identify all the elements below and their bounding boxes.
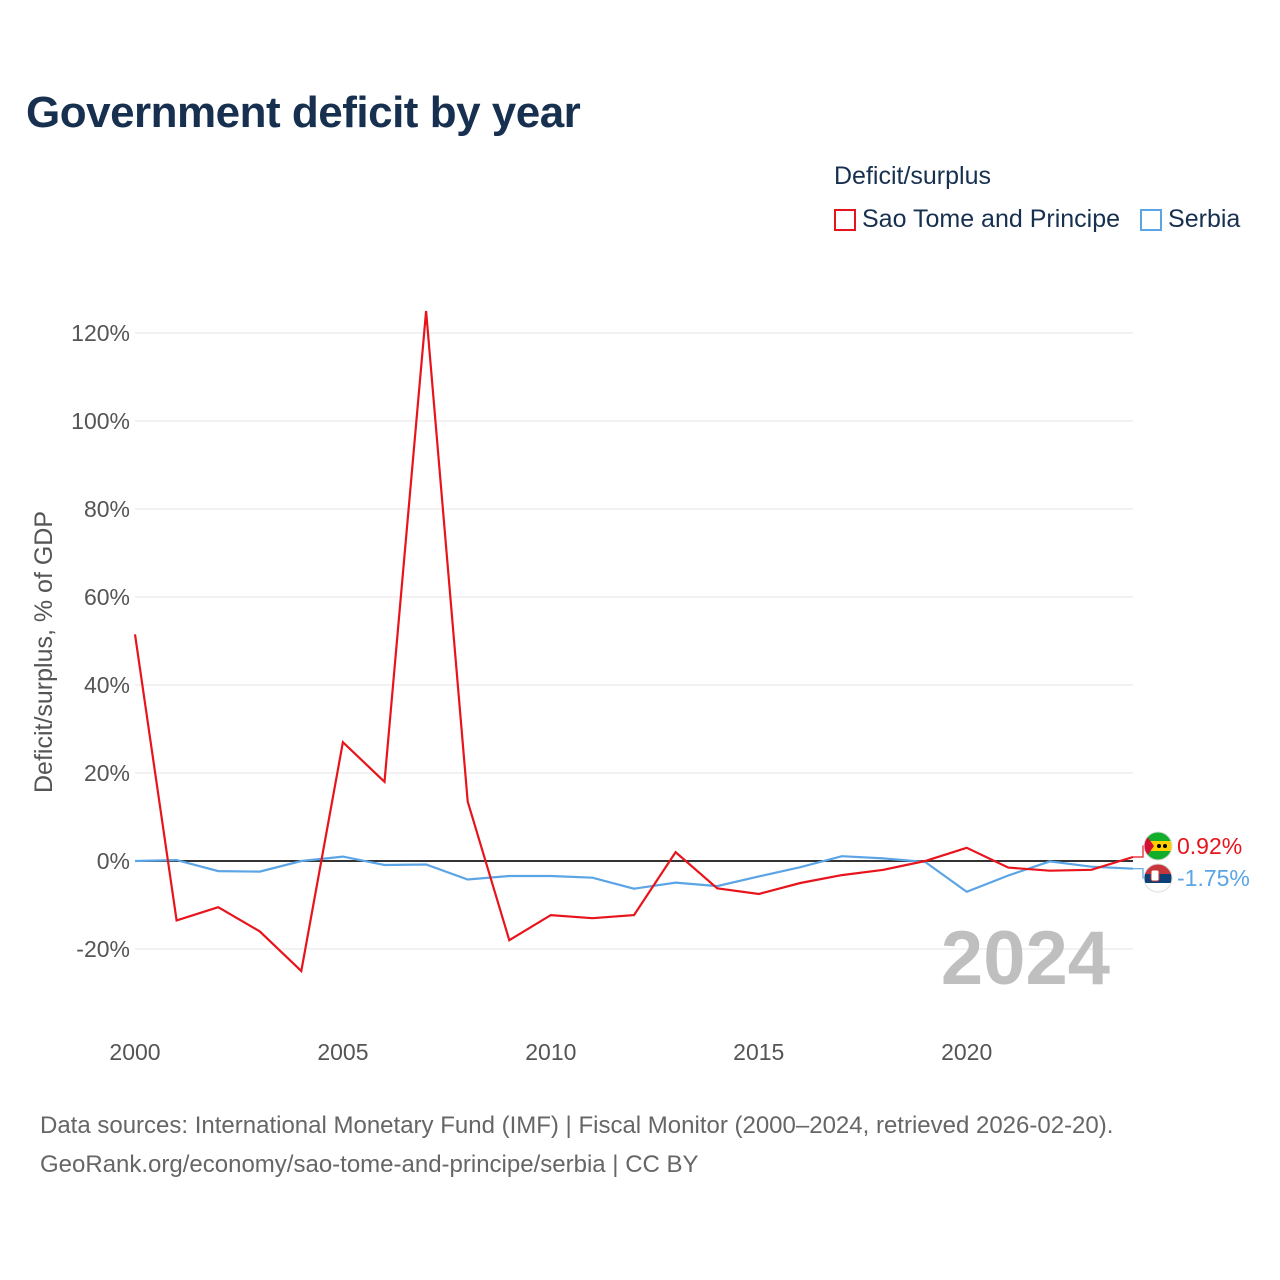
legend-swatch-sao-tome-and-principe	[834, 208, 856, 231]
y-tick-label: -20%	[76, 936, 130, 962]
legend-item-sao-tome-and-principe[interactable]: Sao Tome and Principe	[834, 205, 1120, 234]
current-year-label: 2024	[941, 916, 1110, 1001]
source-line-2[interactable]: GeoRank.org/economy/sao-tome-and-princip…	[40, 1151, 699, 1178]
y-tick-label: 100%	[71, 408, 130, 434]
legend-swatch-serbia	[1140, 208, 1163, 231]
flag-emblem	[1150, 869, 1160, 882]
y-axis-label: Deficit/surplus, % of GDP	[30, 511, 58, 793]
legend-label: Serbia	[1168, 205, 1241, 233]
series-line-sao-tome-and-principe	[133, 310, 1134, 974]
x-tick-label: 2000	[109, 1039, 160, 1065]
y-tick-label: 40%	[84, 672, 130, 698]
flag-border	[1143, 863, 1173, 893]
flag-star	[1163, 844, 1167, 848]
x-tick-label: 2010	[525, 1039, 576, 1065]
source-line-1: Data sources: International Monetary Fun…	[40, 1112, 1114, 1139]
y-tick-label: 120%	[71, 320, 130, 346]
x-tick-label: 2005	[317, 1039, 368, 1065]
data-sources: Data sources: International Monetary Fun…	[40, 1106, 1113, 1184]
y-tick-label: 60%	[84, 584, 130, 610]
flag-border	[1143, 831, 1173, 861]
flag-body	[1144, 832, 1172, 860]
series-line-serbia	[134, 855, 1134, 894]
x-tick-label: 2020	[941, 1039, 992, 1065]
serbia-flag-icon	[1143, 863, 1173, 893]
y-tick-label: 20%	[84, 760, 130, 786]
sao-tome-and-principe-flag-icon	[1143, 831, 1173, 861]
flag-stripe	[1144, 883, 1172, 892]
legend-label: Sao Tome and Principe	[862, 205, 1121, 233]
legend-item-serbia[interactable]: Serbia	[1140, 205, 1240, 234]
flag-stripe	[1144, 864, 1172, 874]
y-tick-label: 0%	[97, 848, 130, 874]
end-value-label: 0.92%	[1177, 833, 1242, 859]
flag-body	[1144, 864, 1172, 892]
flag-star	[1157, 844, 1161, 848]
flag-triangle	[1144, 832, 1154, 860]
chart-title: Government deficit by year	[26, 88, 581, 137]
x-tick-label: 2015	[733, 1039, 784, 1065]
y-tick-label: 80%	[84, 496, 130, 522]
legend: Deficit/surplus Sao Tome and Principe Se…	[834, 162, 1240, 234]
end-value-label: -1.75%	[1177, 865, 1250, 891]
legend-title: Deficit/surplus	[834, 162, 991, 190]
